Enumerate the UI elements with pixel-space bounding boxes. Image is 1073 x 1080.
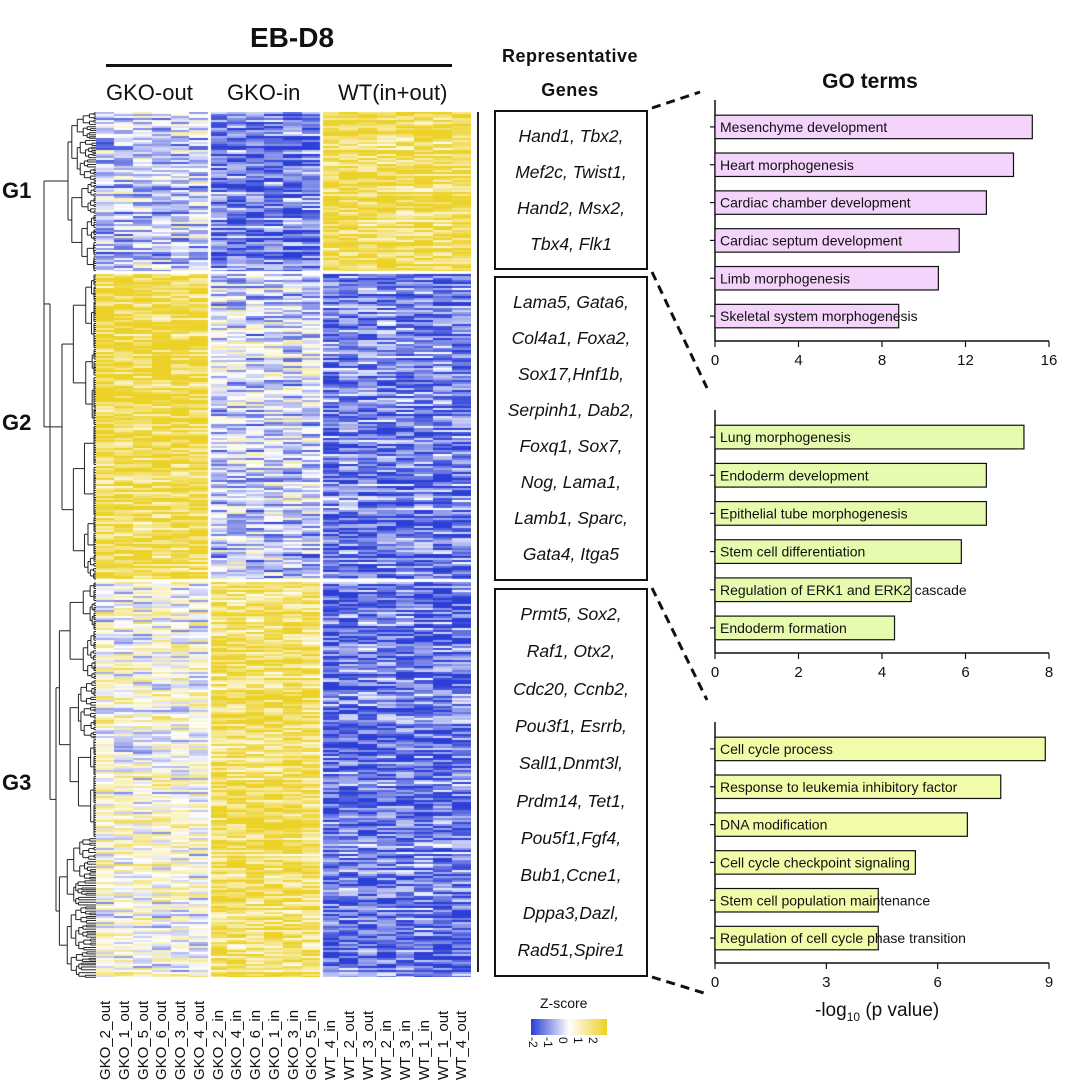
zscore-title: Z-score — [540, 995, 588, 1011]
go-bar-label: Mesenchyme development — [720, 119, 887, 135]
go-bar-label: Cell cycle checkpoint signaling — [720, 854, 910, 870]
gene-line: Serpinh1, Dab2, — [507, 399, 635, 420]
gene-line: Sall1,Dnmt3l, — [518, 753, 624, 774]
gene-line: Hand1, Tbx2, — [518, 125, 624, 146]
gene-line: Tbx4, Flk1 — [530, 233, 612, 254]
go-bar-label: Endoderm formation — [720, 620, 847, 636]
gene-box-g3: Prmt5, Sox2, Raf1, Otx2, Cdc20, Ccnb2, Pou3… — [494, 588, 648, 977]
gene-line: Foxq1, Sox7, — [519, 436, 623, 457]
gene-line: Rad51,Spire1 — [517, 939, 625, 960]
zscore-colorbar — [531, 1019, 607, 1035]
go-x-tick-label: 16 — [1041, 352, 1058, 369]
go-x-tick-label: 8 — [1045, 664, 1053, 681]
go-x-tick-label: 2 — [794, 664, 802, 681]
gene-box-g2: Lama5, Gata6, Col4a1, Foxa2, Sox17,Hnf1b, S… — [494, 276, 648, 581]
go-x-tick-label: 0 — [711, 664, 719, 681]
gene-line: Pou3f1, Esrrb, — [515, 716, 627, 737]
x-axis-title-rest: (p value) — [860, 1000, 940, 1021]
dendrogram — [43, 112, 96, 978]
go-x-tick-label: 4 — [878, 664, 886, 681]
gene-line: Col4a1, Foxa2, — [511, 327, 631, 348]
go-bar-label: Lung morphogenesis — [720, 429, 851, 445]
go-bar-label: Limb morphogenesis — [720, 270, 850, 286]
gene-box-g1: Hand1, Tbx2, Mef2c, Twist1, Hand2, Msx2, Tb… — [494, 110, 648, 270]
gene-line: Bub1,Ccne1, — [520, 865, 622, 886]
go-x-tick-label: 8 — [878, 352, 886, 369]
zscore-tick: 1 — [571, 1037, 585, 1044]
x-axis-title-main: -log — [815, 1000, 847, 1021]
go-x-tick-label: 4 — [794, 352, 802, 369]
gene-line: Raf1, Otx2, — [526, 641, 616, 662]
go-bar-label: Epithelial tube morphogenesis — [720, 505, 908, 521]
gene-line: Cdc20, Ccnb2, — [513, 678, 629, 699]
group-label-g3: G3 — [2, 770, 32, 795]
go-bar-label: Skeletal system morphogenesis — [720, 308, 918, 324]
gene-line: Dppa3,Dazl, — [522, 902, 620, 923]
representative-genes-title-line1: Representative — [501, 46, 639, 66]
gene-line: Lamb1, Sparc, — [514, 508, 628, 529]
zscore-tick: 0 — [556, 1037, 570, 1044]
gene-line: Hand2, Msx2, — [517, 197, 625, 218]
title-underline — [106, 64, 452, 67]
condition-label-wt: WT(in+out) — [338, 80, 448, 105]
figure-title: EB-D8 — [250, 22, 335, 53]
gene-line: Nog, Lama1, — [520, 472, 622, 493]
gene-line: Mef2c, Twist1, — [515, 161, 627, 182]
go-bar-label: Regulation of ERK1 and ERK2 cascade — [720, 582, 967, 598]
go-bar-label: Cardiac chamber development — [720, 195, 911, 211]
heatmap-right-rule — [477, 112, 479, 972]
zscore-tick: 2 — [586, 1037, 600, 1044]
group-label-g1: G1 — [2, 178, 32, 203]
go-bar-label: Cardiac septum development — [720, 232, 902, 248]
x-axis-title: -log10 (p value) — [815, 1000, 939, 1024]
go-terms-title: GO terms — [822, 70, 918, 93]
go-bar-label: Cell cycle process — [720, 741, 833, 757]
heatmap — [96, 112, 471, 977]
go-bar-label: Endoderm development — [720, 467, 869, 483]
group-label-g2: G2 — [2, 410, 32, 435]
gene-line: Sox17,Hnf1b, — [517, 363, 625, 384]
go-x-tick-label: 3 — [822, 974, 830, 991]
go-x-tick-label: 9 — [1045, 974, 1053, 991]
go-bar-label: DNA modification — [720, 817, 827, 833]
go-x-tick-label: 6 — [961, 664, 969, 681]
gene-line: Pou5f1,Fgf4, — [520, 827, 622, 848]
condition-label-gko-out: GKO-out — [106, 80, 193, 105]
gene-line: Prmt5, Sox2, — [520, 604, 622, 625]
go-bar-label: Heart morphogenesis — [720, 157, 854, 173]
go-x-tick-label: 0 — [711, 352, 719, 369]
condition-label-gko-in: GKO-in — [227, 80, 301, 105]
go-bar-label: Response to leukemia inhibitory factor — [720, 779, 958, 795]
go-bar-label: Stem cell population maintenance — [720, 892, 930, 908]
go-bar-label: Stem cell differentiation — [720, 544, 865, 560]
zscore-tick: -1 — [541, 1037, 555, 1048]
go-x-tick-label: 0 — [711, 974, 719, 991]
gene-line: Prdm14, Tet1, — [516, 790, 626, 811]
gene-line: Gata4, Itga5 — [522, 544, 620, 565]
x-axis-title-sub: 10 — [846, 1009, 861, 1024]
gene-line: Lama5, Gata6, — [513, 291, 629, 312]
go-x-tick-label: 6 — [933, 974, 941, 991]
go-x-tick-label: 12 — [957, 352, 974, 369]
zscore-tick: -2 — [526, 1037, 540, 1048]
representative-genes-title-line2: Genes — [541, 80, 599, 100]
go-bar-label: Regulation of cell cycle phase transitio… — [720, 930, 966, 946]
